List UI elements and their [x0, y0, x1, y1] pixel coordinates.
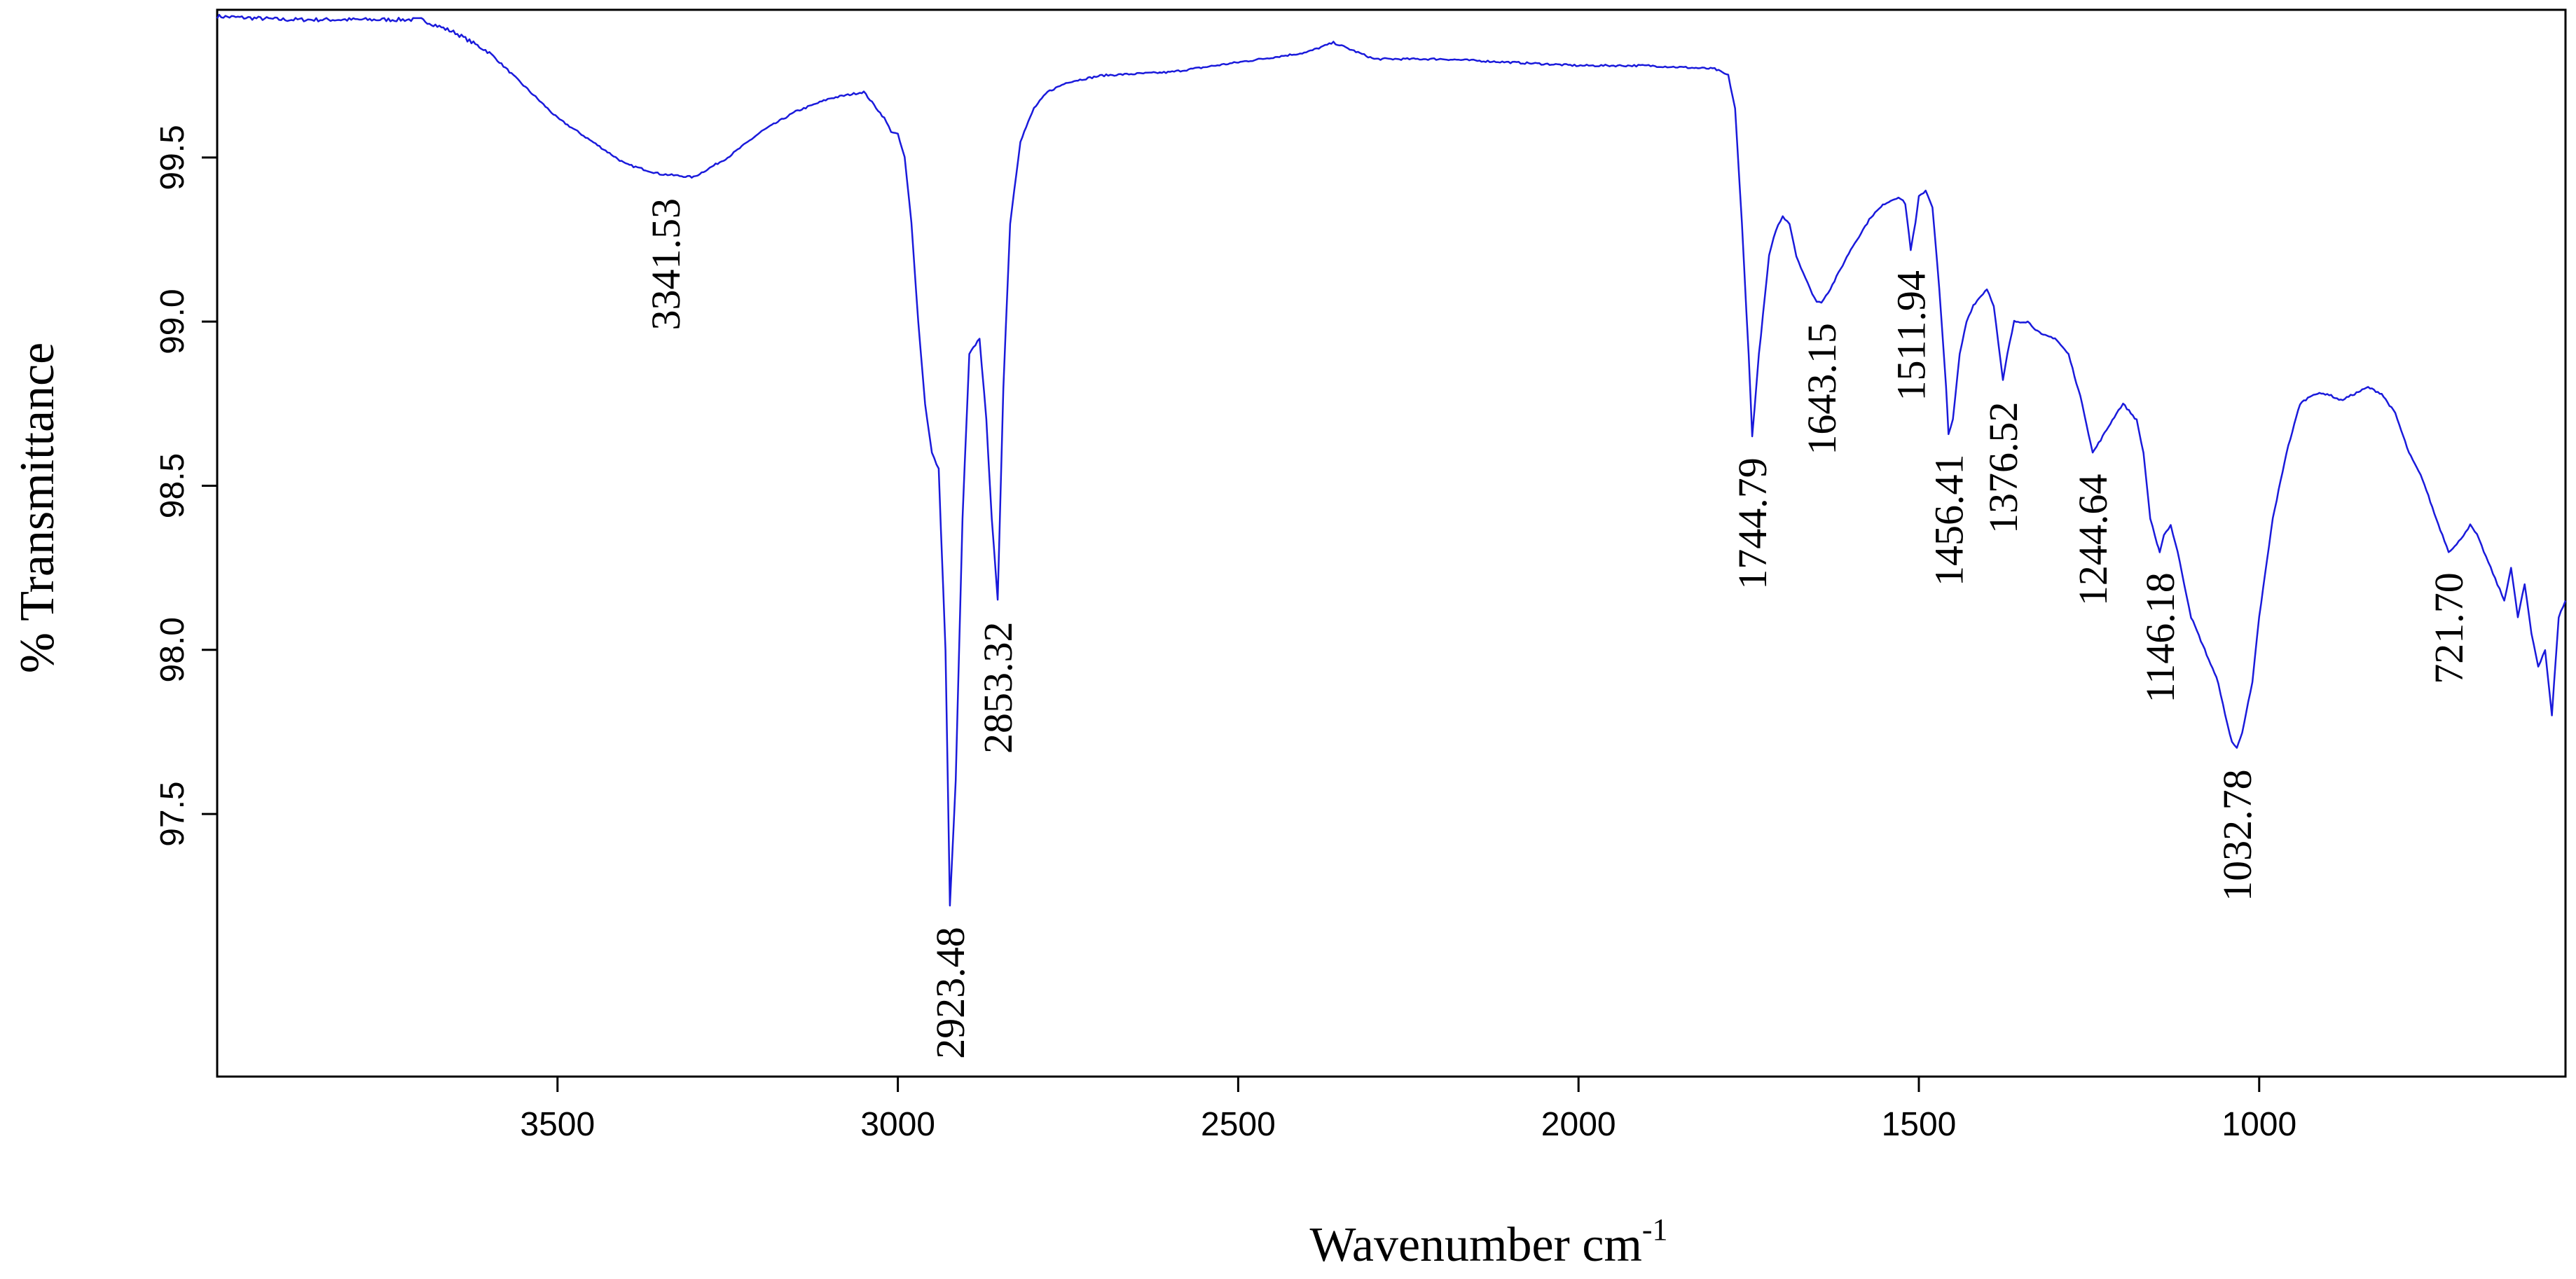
- y-axis-ticks: 97.5 98.0 98.5 99.0 99.5: [154, 125, 217, 847]
- x-axis-title: Wavenumber cm-1: [1309, 1212, 1667, 1272]
- y-axis-title: % Transmittance: [11, 343, 64, 673]
- y-tick-label: 97.5: [154, 781, 191, 846]
- x-tick-label: 3500: [520, 1106, 595, 1143]
- x-tick-label: 2000: [1541, 1106, 1616, 1143]
- peak-label: 1146.18: [2137, 572, 2183, 703]
- y-tick-label: 99.0: [154, 289, 191, 354]
- x-axis-title-superscript: -1: [1642, 1212, 1668, 1247]
- x-axis-title-text: Wavenumber cm: [1309, 1218, 1641, 1272]
- x-tick-label: 2500: [1201, 1106, 1276, 1143]
- y-tick-label: 98.0: [154, 617, 191, 682]
- peak-label: 1456.41: [1926, 455, 1971, 587]
- peak-label: 1244.64: [2070, 474, 2116, 607]
- peak-label: 1643.15: [1799, 323, 1845, 455]
- plot-frame: [216, 8, 2567, 1078]
- peak-label: 721.70: [2426, 572, 2472, 684]
- peak-label: 3341.53: [643, 198, 689, 331]
- spectrum-line: [216, 13, 2567, 907]
- peak-label: 2853.32: [975, 622, 1021, 754]
- peak-label: 1511.94: [1888, 270, 1934, 401]
- peak-labels: 3341.53 2923.48 2853.32 1744.79 1643.15 1511.…: [643, 198, 2472, 1059]
- y-tick-label: 99.5: [154, 125, 191, 190]
- peak-label: 1744.79: [1730, 457, 1775, 590]
- x-tick-label: 1000: [2222, 1106, 2296, 1143]
- x-tick-label: 1500: [1882, 1106, 1957, 1143]
- peak-label: 1032.78: [2215, 769, 2260, 901]
- peak-label: 2923.48: [928, 927, 973, 1059]
- x-axis-ticks: 3500 3000 2500 2000 1500 1000: [520, 1077, 2296, 1143]
- peak-label: 1376.52: [1981, 402, 2026, 534]
- x-tick-label: 3000: [860, 1106, 935, 1143]
- y-tick-label: 98.5: [154, 453, 191, 518]
